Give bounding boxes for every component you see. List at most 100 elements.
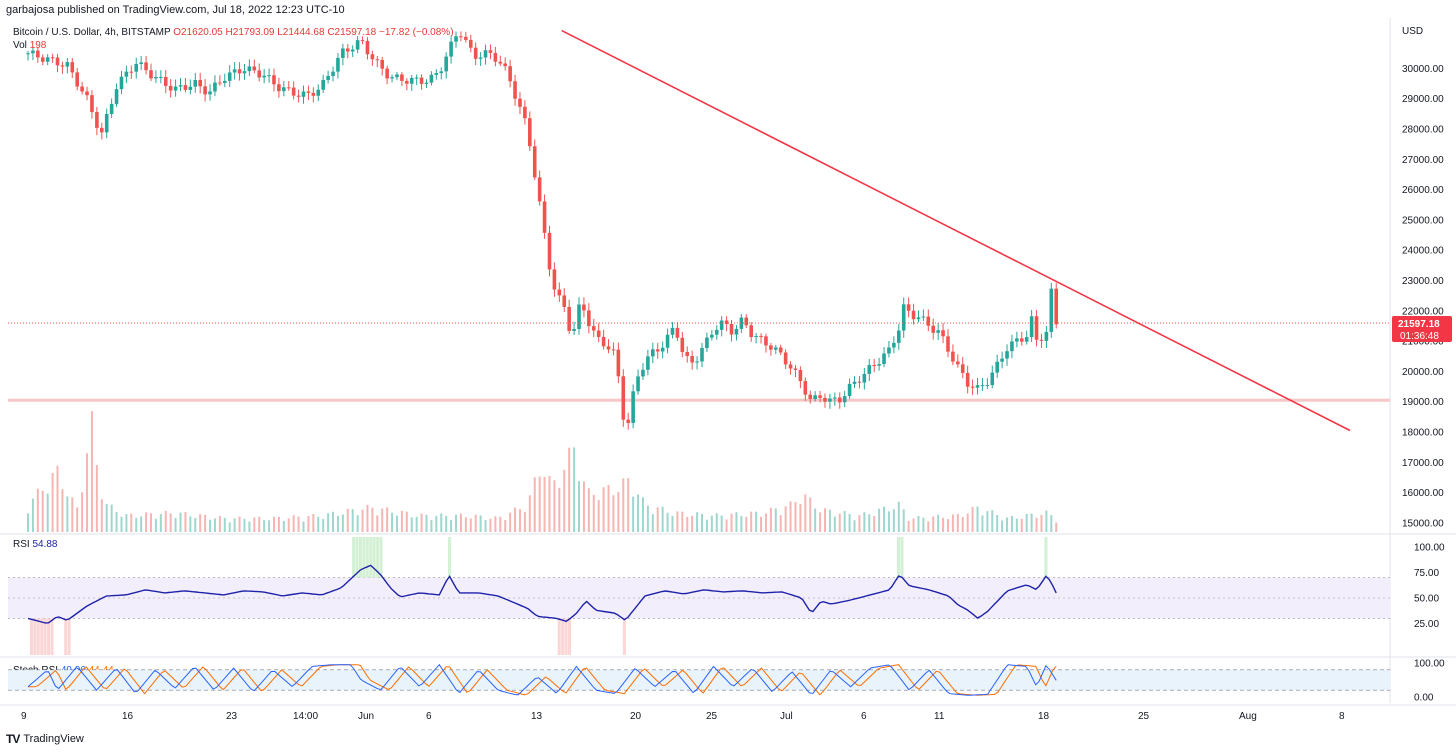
- footer-brand: TV TradingView: [6, 732, 84, 746]
- candle-body: [690, 356, 694, 363]
- volume-bar: [248, 521, 251, 532]
- volume-bar: [646, 505, 649, 532]
- volume-bar: [986, 511, 989, 532]
- candle-body: [773, 347, 778, 350]
- candle-body: [336, 57, 340, 72]
- tradingview-logo-icon: TV: [6, 732, 20, 746]
- volume-bar: [46, 493, 49, 532]
- candle-body: [818, 395, 822, 398]
- volume-bar: [750, 511, 753, 532]
- candle-body: [493, 52, 498, 62]
- volume-bar: [410, 517, 413, 532]
- rsi-tick-label: 75.00: [1414, 568, 1439, 579]
- countdown-value: 01:36:48: [1400, 331, 1439, 342]
- candle-body: [542, 201, 547, 233]
- candle-body: [513, 81, 517, 99]
- candle-body: [159, 76, 163, 78]
- volume-bar: [86, 453, 89, 532]
- price-tick-label: 30000.00: [1402, 64, 1444, 75]
- candle-body: [400, 74, 404, 81]
- volume-bar: [971, 506, 974, 532]
- candle-body: [700, 348, 704, 362]
- rsi-value: 54.88: [32, 539, 58, 550]
- volume-bar: [400, 510, 403, 532]
- candle-body: [55, 57, 60, 66]
- candle-body: [626, 419, 631, 423]
- rsi-oversold-zone: [36, 618, 40, 655]
- low-value: L21444.68: [277, 27, 325, 38]
- rsi-overbought-zone: [352, 537, 356, 578]
- candle-body: [345, 48, 350, 52]
- volume-bar: [592, 494, 595, 532]
- candle-body: [591, 326, 596, 331]
- volume-bar: [528, 495, 531, 532]
- price-tick-label: 26000.00: [1402, 185, 1444, 196]
- volume-bar: [799, 503, 802, 532]
- volume-bar: [632, 496, 635, 532]
- candle-body: [419, 77, 424, 84]
- candle-body: [724, 320, 729, 324]
- volume-bar: [435, 515, 438, 532]
- volume-bar: [873, 516, 876, 532]
- candle-body: [847, 383, 852, 397]
- volume-bar: [942, 517, 945, 532]
- volume-bar: [184, 511, 187, 532]
- candle-body: [75, 72, 79, 87]
- rsi-legend: RSI 54.88: [13, 539, 57, 550]
- time-tick-label: 16: [122, 711, 134, 722]
- candle-body: [129, 71, 134, 73]
- volume-bar: [66, 496, 69, 532]
- volume-bar: [607, 485, 610, 532]
- price-tick-label: 19000.00: [1402, 397, 1444, 408]
- volume-bar: [125, 514, 128, 532]
- candle-body: [769, 345, 773, 350]
- candle-body: [970, 386, 975, 388]
- volume-bar: [135, 517, 138, 532]
- volume-bar: [755, 511, 758, 532]
- candle-body: [498, 61, 503, 64]
- volume-bar: [740, 515, 743, 532]
- price-tick-label: 20000.00: [1402, 367, 1444, 378]
- candle-body: [163, 76, 168, 86]
- volume-bar: [563, 469, 566, 532]
- volume-bar: [76, 507, 79, 532]
- candle-body: [675, 327, 680, 338]
- candle-body: [892, 342, 896, 348]
- candle-body: [119, 76, 124, 90]
- rsi-overbought-zone: [379, 537, 383, 578]
- candle-body: [183, 85, 188, 90]
- volume-bar: [489, 518, 492, 532]
- volume-bar: [760, 516, 763, 532]
- candle-body: [793, 368, 798, 370]
- volume-bar: [814, 508, 817, 532]
- volume-bar: [336, 515, 339, 532]
- rsi-label: RSI: [13, 539, 30, 550]
- candle-body: [705, 337, 709, 349]
- candle-body: [444, 56, 448, 72]
- rsi-overbought-zone: [365, 537, 369, 578]
- time-tick-label: 8: [1339, 711, 1345, 722]
- volume-bar: [1015, 518, 1018, 532]
- candle-body: [1029, 316, 1034, 338]
- candle-body: [80, 86, 84, 92]
- volume-bar: [130, 513, 133, 532]
- candle-body: [990, 372, 995, 386]
- candle-body: [582, 304, 586, 311]
- volume-bar: [209, 519, 212, 532]
- volume-bar: [705, 519, 708, 532]
- symbol-name: Bitcoin / U.S. Dollar, 4h, BITSTAMP: [13, 27, 171, 38]
- volume-bar: [917, 515, 920, 532]
- volume-bar: [725, 519, 728, 532]
- candle-body: [803, 381, 808, 395]
- volume-bar: [769, 507, 772, 532]
- time-tick-label: Aug: [1239, 711, 1257, 722]
- candle-body: [488, 50, 493, 53]
- volume-bar: [145, 512, 148, 532]
- candle-body: [808, 394, 813, 400]
- candle-body: [149, 70, 153, 79]
- candle-body: [262, 75, 266, 78]
- candle-body: [1044, 331, 1049, 341]
- volume-bar: [937, 514, 940, 532]
- candle-body: [247, 66, 252, 72]
